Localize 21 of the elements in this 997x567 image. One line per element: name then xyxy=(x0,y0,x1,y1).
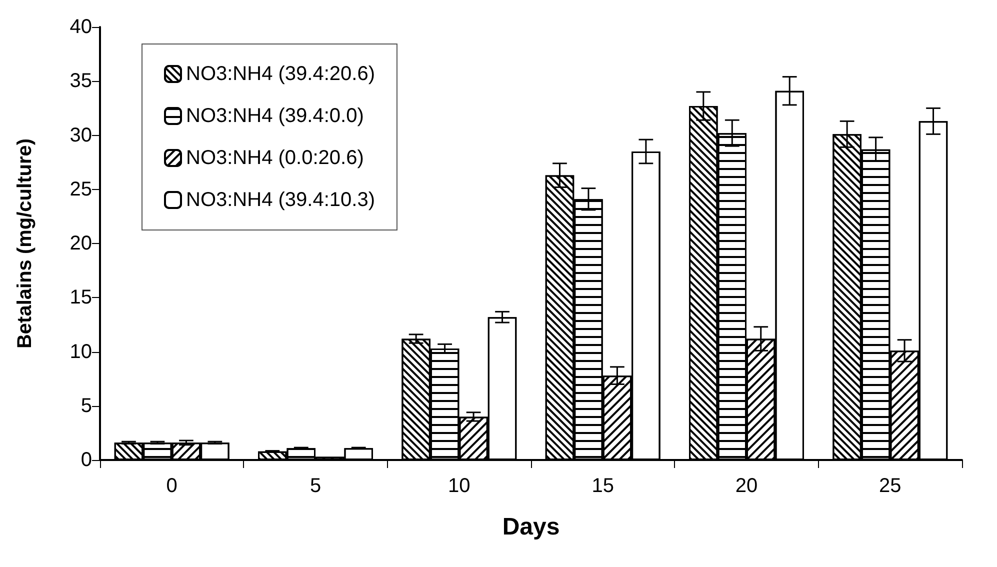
y-tick-label: 5 xyxy=(80,394,92,417)
legend-label: NO3:NH4 (39.4:10.3) xyxy=(186,189,375,211)
y-tick-label: 20 xyxy=(70,232,92,254)
y-tick-label: 40 xyxy=(70,16,92,38)
y-tick-label: 15 xyxy=(70,286,92,309)
x-axis-title: Days xyxy=(502,514,560,540)
legend-label: NO3:NH4 (0.0:20.6) xyxy=(186,147,364,169)
x-tick-label: 25 xyxy=(879,475,902,497)
y-axis-title: Betalains (mg/culture) xyxy=(14,138,36,349)
x-tick-label: 5 xyxy=(310,475,322,497)
y-tick-label: 35 xyxy=(70,70,92,92)
y-tick-label: 10 xyxy=(70,340,92,363)
y-tick-label: 30 xyxy=(70,124,92,146)
x-tick-label: 15 xyxy=(592,475,614,497)
x-tick-label: 20 xyxy=(735,475,758,497)
legend-label: NO3:NH4 (39.4:20.6) xyxy=(186,63,375,85)
y-tick-label: 25 xyxy=(70,178,92,200)
y-tick-label: 0 xyxy=(80,449,92,471)
legend-label: NO3:NH4 (39.4:0.0) xyxy=(186,105,364,127)
x-tick-label: 0 xyxy=(166,475,178,497)
x-tick-label: 10 xyxy=(448,475,470,497)
